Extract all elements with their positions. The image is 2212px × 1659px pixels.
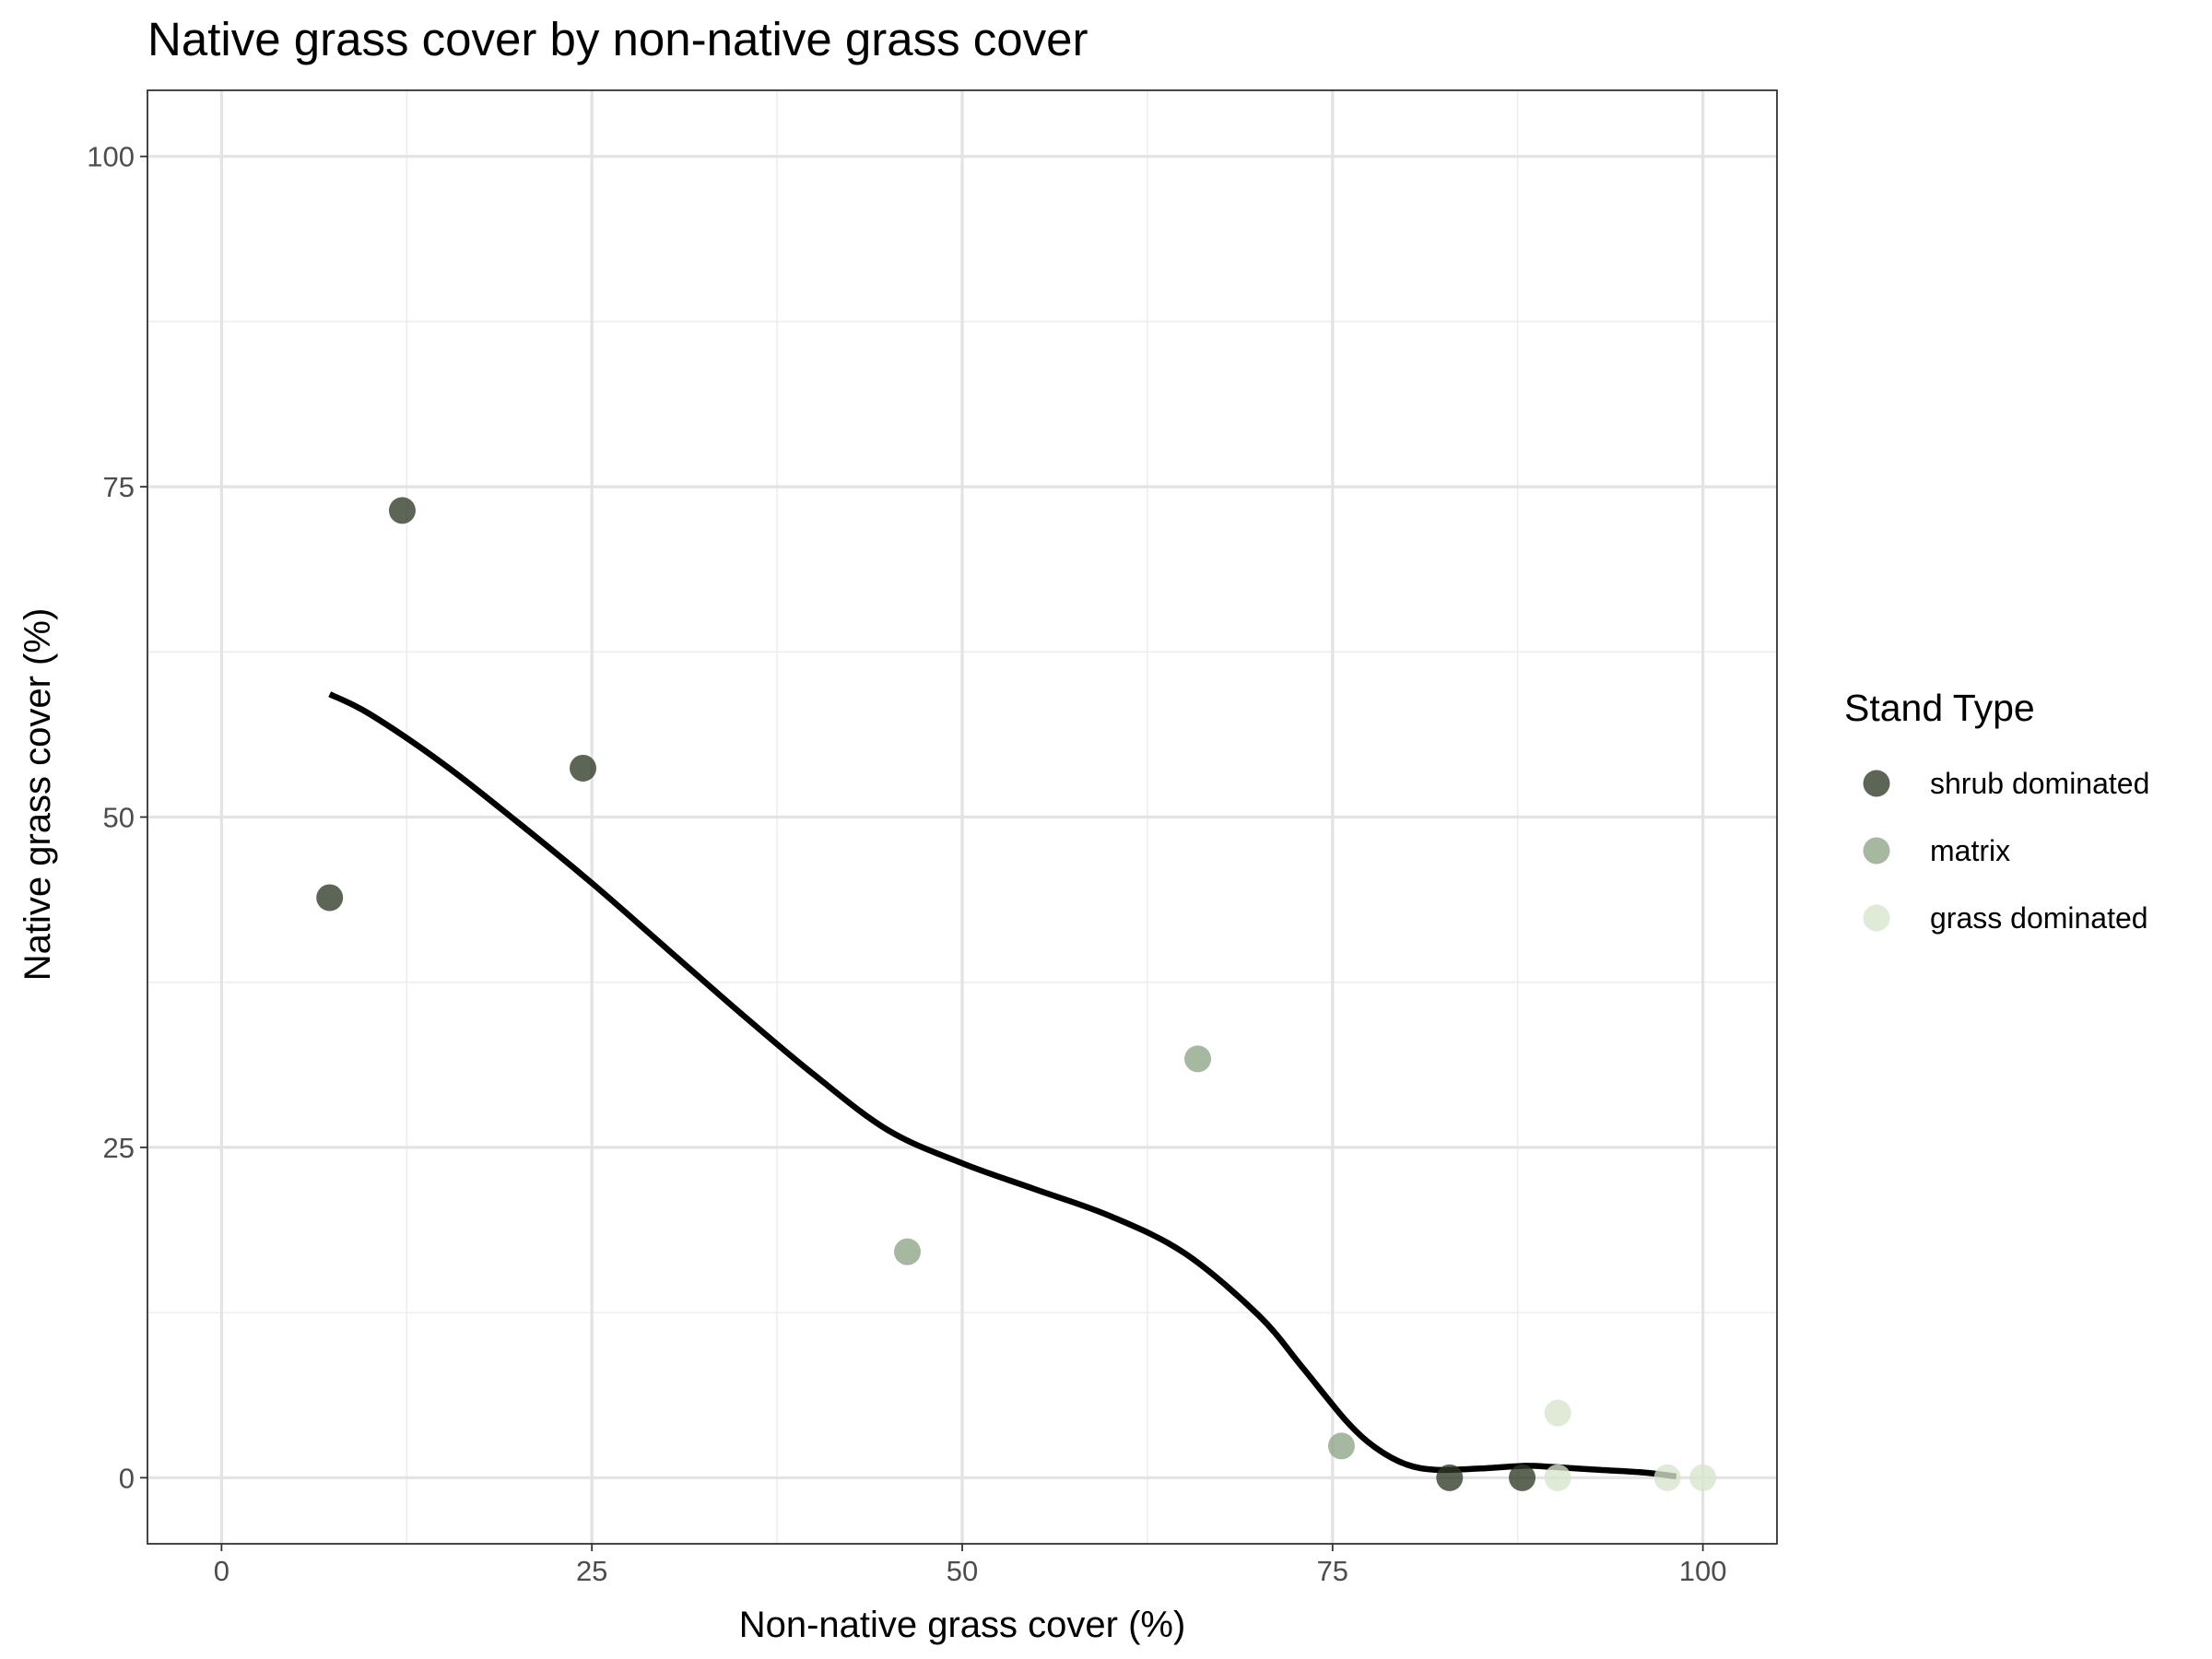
legend-label: grass dominated	[1930, 901, 2148, 935]
legend-key	[1863, 770, 1890, 797]
data-point-shrub-dominated	[1436, 1464, 1464, 1491]
smooth-fit-line	[328, 691, 1677, 1480]
points-layer	[316, 497, 1717, 1491]
data-point-grass-dominated	[1653, 1464, 1681, 1491]
y-axis-ticks: 0 25 50 75 100	[87, 141, 147, 1494]
y-tick-label: 0	[119, 1462, 135, 1494]
legend-key	[1863, 904, 1890, 932]
y-tick-label: 100	[87, 141, 135, 173]
legend-label: matrix	[1930, 834, 2010, 867]
x-tick-label: 0	[214, 1555, 229, 1587]
data-point-grass-dominated	[1544, 1399, 1571, 1427]
data-point-grass-dominated	[1689, 1464, 1717, 1491]
legend-entries: shrub dominated matrix grass dominated	[1863, 767, 2149, 935]
legend-title: Stand Type	[1844, 687, 2035, 729]
data-point-matrix	[1327, 1432, 1355, 1460]
y-tick-label: 75	[103, 471, 135, 503]
data-point-shrub-dominated	[388, 497, 416, 524]
data-point-shrub-dominated	[316, 884, 344, 912]
y-tick-label: 25	[103, 1132, 135, 1164]
y-axis-title: Native grass cover (%)	[18, 608, 58, 982]
grid-major	[147, 90, 1777, 1544]
x-tick-label: 50	[947, 1555, 978, 1587]
x-axis-title: Non-native grass cover (%)	[739, 1605, 1186, 1645]
data-point-shrub-dominated	[1509, 1464, 1536, 1491]
y-tick-label: 50	[103, 802, 135, 834]
x-tick-label: 25	[576, 1555, 607, 1587]
x-tick-label: 75	[1317, 1555, 1348, 1587]
legend-key	[1863, 837, 1890, 865]
data-point-grass-dominated	[1544, 1464, 1571, 1491]
smooth-line-layer	[328, 691, 1677, 1480]
x-tick-label: 100	[1679, 1555, 1727, 1587]
data-point-shrub-dominated	[570, 754, 597, 782]
data-point-matrix	[1184, 1045, 1212, 1073]
chart-title: Native grass cover by non-native grass c…	[147, 13, 1088, 65]
legend-label: shrub dominated	[1930, 767, 2149, 800]
x-axis-ticks: 0 25 50 75 100	[214, 1544, 1727, 1587]
legend: Stand Type shrub dominated matrix grass do…	[1844, 687, 2149, 935]
data-point-matrix	[894, 1238, 922, 1265]
